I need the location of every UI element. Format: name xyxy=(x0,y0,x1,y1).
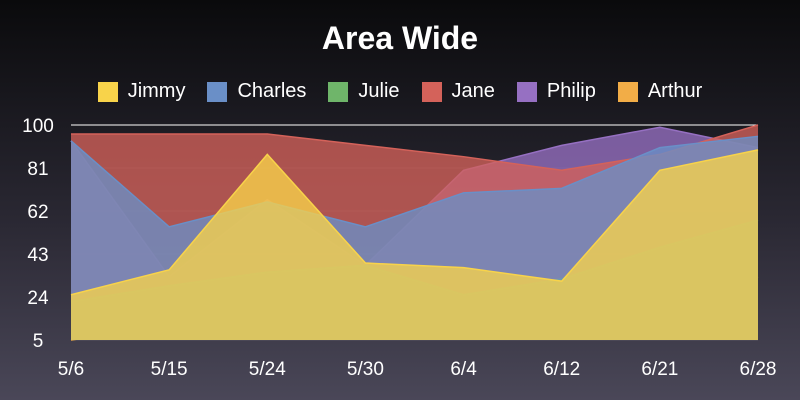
line-jimmy xyxy=(70,149,759,296)
x-tick-label: 6/12 xyxy=(543,359,580,380)
legend-item-philip[interactable]: Philip xyxy=(516,80,596,103)
x-tick-label: 5/15 xyxy=(151,359,188,380)
x-tick-label: 6/28 xyxy=(740,359,777,380)
x-tick-label: 5/24 xyxy=(249,359,286,380)
legend-swatch-julie xyxy=(328,81,349,102)
legend-item-julie[interactable]: Julie xyxy=(328,80,400,103)
legend-label-charles: Charles xyxy=(237,80,307,102)
y-tick-label: 24 xyxy=(27,288,49,309)
legend-label-philip: Philip xyxy=(546,80,596,102)
legend-label-julie: Julie xyxy=(358,80,400,102)
y-tick-label: 100 xyxy=(22,116,54,137)
legend-swatch-charles xyxy=(207,81,228,102)
y-tick-label: 5 xyxy=(33,331,44,352)
x-tick-label: 5/30 xyxy=(347,359,384,380)
x-tick-label: 6/21 xyxy=(641,359,678,380)
line-charles xyxy=(70,135,759,228)
legend-swatch-jane xyxy=(421,81,442,102)
chart-title: Area Wide xyxy=(321,20,479,56)
x-tick-label: 6/4 xyxy=(450,359,477,380)
legend-label-arthur: Arthur xyxy=(647,80,703,102)
y-tick-label: 62 xyxy=(27,202,48,223)
legend-swatch-jimmy xyxy=(97,81,118,102)
legend-item-jane[interactable]: Jane xyxy=(421,80,495,103)
area-jimmy[interactable] xyxy=(71,149,758,340)
y-tick-label: 81 xyxy=(27,159,48,180)
y-tick-label: 43 xyxy=(27,245,48,266)
legend: Jimmy Charles Julie Jane Philip Arthur xyxy=(0,80,800,103)
legend-swatch-arthur xyxy=(617,81,638,102)
legend-item-jimmy[interactable]: Jimmy xyxy=(97,80,186,103)
legend-label-jane: Jane xyxy=(451,80,495,102)
x-tick-label: 5/6 xyxy=(58,359,84,380)
legend-item-charles[interactable]: Charles xyxy=(207,80,306,103)
legend-swatch-philip xyxy=(516,81,537,102)
legend-item-arthur[interactable]: Arthur xyxy=(617,80,703,103)
legend-label-jimmy: Jimmy xyxy=(127,80,186,102)
